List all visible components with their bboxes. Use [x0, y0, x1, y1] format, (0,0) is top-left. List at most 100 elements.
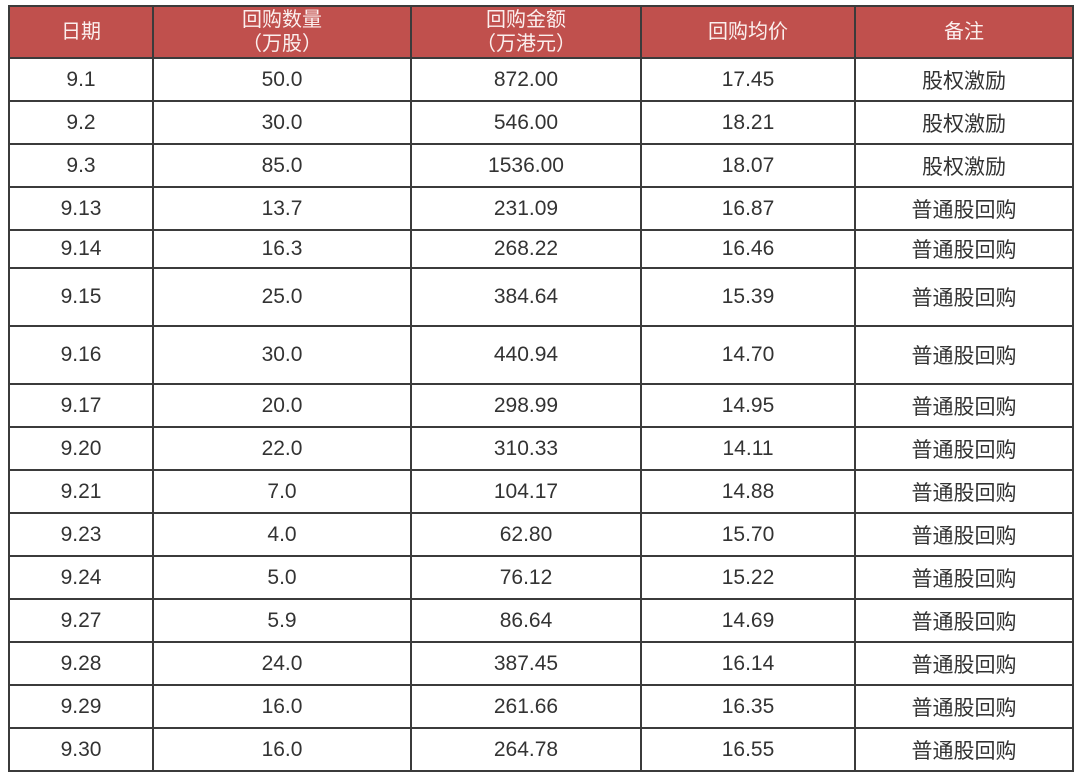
cell-amount: 268.22	[410, 229, 642, 269]
column-header-avg-price-label: 回购均价	[708, 20, 788, 43]
header-row: 日期 回购数量 （万股） 回购金额 （万港元） 回购均价 备注	[8, 5, 1074, 59]
table-row: 9.13 13.7 231.09 16.87 普通股回购	[8, 186, 1074, 231]
table-row: 9.27 5.9 86.64 14.69 普通股回购	[8, 598, 1074, 643]
cell-amount: 86.64	[410, 598, 642, 643]
cell-date: 9.16	[8, 325, 154, 385]
cell-amount: 104.17	[410, 469, 642, 514]
cell-date: 9.3	[8, 143, 154, 188]
table-row: 9.1 50.0 872.00 17.45 股权激励	[8, 57, 1074, 102]
cell-avg-price: 14.70	[640, 325, 856, 385]
cell-date: 9.20	[8, 426, 154, 471]
column-header-amount-unit: （万港元）	[476, 33, 576, 55]
cell-avg-price: 17.45	[640, 57, 856, 102]
cell-quantity: 16.0	[152, 684, 412, 729]
cell-quantity: 7.0	[152, 469, 412, 514]
cell-amount: 387.45	[410, 641, 642, 686]
cell-date: 9.14	[8, 229, 154, 269]
cell-quantity: 16.3	[152, 229, 412, 269]
buyback-table: 日期 回购数量 （万股） 回购金额 （万港元） 回购均价 备注	[8, 5, 1074, 772]
cell-note: 股权激励	[854, 57, 1074, 102]
table-row: 9.30 16.0 264.78 16.55 普通股回购	[8, 727, 1074, 772]
cell-note: 普通股回购	[854, 555, 1074, 600]
column-header-date-label: 日期	[61, 20, 101, 43]
cell-amount: 440.94	[410, 325, 642, 385]
cell-quantity: 24.0	[152, 641, 412, 686]
cell-note: 普通股回购	[854, 512, 1074, 557]
cell-date: 9.24	[8, 555, 154, 600]
cell-amount: 1536.00	[410, 143, 642, 188]
cell-avg-price: 16.87	[640, 186, 856, 231]
cell-quantity: 5.9	[152, 598, 412, 643]
cell-amount: 872.00	[410, 57, 642, 102]
cell-avg-price: 14.88	[640, 469, 856, 514]
cell-amount: 546.00	[410, 100, 642, 145]
cell-amount: 310.33	[410, 426, 642, 471]
cell-avg-price: 15.70	[640, 512, 856, 557]
cell-amount: 231.09	[410, 186, 642, 231]
table-row: 9.17 20.0 298.99 14.95 普通股回购	[8, 383, 1074, 428]
cell-date: 9.27	[8, 598, 154, 643]
cell-quantity: 25.0	[152, 267, 412, 327]
table-row: 9.2 30.0 546.00 18.21 股权激励	[8, 100, 1074, 145]
cell-avg-price: 18.07	[640, 143, 856, 188]
cell-amount: 76.12	[410, 555, 642, 600]
cell-note: 普通股回购	[854, 684, 1074, 729]
cell-amount: 264.78	[410, 727, 642, 772]
column-header-amount-label: 回购金额	[486, 8, 566, 31]
cell-avg-price: 16.55	[640, 727, 856, 772]
cell-note: 普通股回购	[854, 727, 1074, 772]
table-row: 9.14 16.3 268.22 16.46 普通股回购	[8, 229, 1074, 269]
cell-note: 股权激励	[854, 100, 1074, 145]
cell-note: 普通股回购	[854, 229, 1074, 269]
cell-quantity: 50.0	[152, 57, 412, 102]
table-row: 9.29 16.0 261.66 16.35 普通股回购	[8, 684, 1074, 729]
column-header-quantity-label: 回购数量	[242, 8, 322, 31]
cell-amount: 62.80	[410, 512, 642, 557]
cell-amount: 261.66	[410, 684, 642, 729]
table-row: 9.28 24.0 387.45 16.14 普通股回购	[8, 641, 1074, 686]
cell-quantity: 22.0	[152, 426, 412, 471]
cell-note: 普通股回购	[854, 426, 1074, 471]
cell-avg-price: 16.14	[640, 641, 856, 686]
cell-note: 普通股回购	[854, 325, 1074, 385]
column-header-quantity-unit: （万股）	[242, 33, 322, 55]
cell-avg-price: 14.11	[640, 426, 856, 471]
buyback-table-container: 日期 回购数量 （万股） 回购金额 （万港元） 回购均价 备注	[8, 5, 1074, 772]
cell-note: 普通股回购	[854, 641, 1074, 686]
table-row: 9.21 7.0 104.17 14.88 普通股回购	[8, 469, 1074, 514]
cell-avg-price: 14.69	[640, 598, 856, 643]
cell-quantity: 30.0	[152, 325, 412, 385]
cell-quantity: 5.0	[152, 555, 412, 600]
cell-note: 普通股回购	[854, 469, 1074, 514]
table-row: 9.24 5.0 76.12 15.22 普通股回购	[8, 555, 1074, 600]
table-body: 9.1 50.0 872.00 17.45 股权激励 9.2 30.0 546.…	[8, 57, 1074, 772]
cell-date: 9.15	[8, 267, 154, 327]
cell-amount: 384.64	[410, 267, 642, 327]
cell-date: 9.29	[8, 684, 154, 729]
cell-note: 普通股回购	[854, 186, 1074, 231]
cell-avg-price: 18.21	[640, 100, 856, 145]
cell-avg-price: 14.95	[640, 383, 856, 428]
cell-date: 9.28	[8, 641, 154, 686]
cell-date: 9.2	[8, 100, 154, 145]
cell-avg-price: 16.35	[640, 684, 856, 729]
cell-date: 9.23	[8, 512, 154, 557]
table-header: 日期 回购数量 （万股） 回购金额 （万港元） 回购均价 备注	[8, 5, 1074, 59]
cell-avg-price: 15.39	[640, 267, 856, 327]
column-header-date: 日期	[8, 5, 154, 59]
cell-note: 普通股回购	[854, 383, 1074, 428]
cell-quantity: 16.0	[152, 727, 412, 772]
cell-date: 9.17	[8, 383, 154, 428]
table-row: 9.20 22.0 310.33 14.11 普通股回购	[8, 426, 1074, 471]
cell-date: 9.30	[8, 727, 154, 772]
column-header-note-label: 备注	[944, 20, 984, 43]
cell-quantity: 13.7	[152, 186, 412, 231]
cell-quantity: 85.0	[152, 143, 412, 188]
table-row: 9.15 25.0 384.64 15.39 普通股回购	[8, 267, 1074, 327]
cell-quantity: 30.0	[152, 100, 412, 145]
cell-note: 股权激励	[854, 143, 1074, 188]
cell-amount: 298.99	[410, 383, 642, 428]
column-header-quantity: 回购数量 （万股）	[152, 5, 412, 59]
cell-date: 9.1	[8, 57, 154, 102]
cell-note: 普通股回购	[854, 267, 1074, 327]
